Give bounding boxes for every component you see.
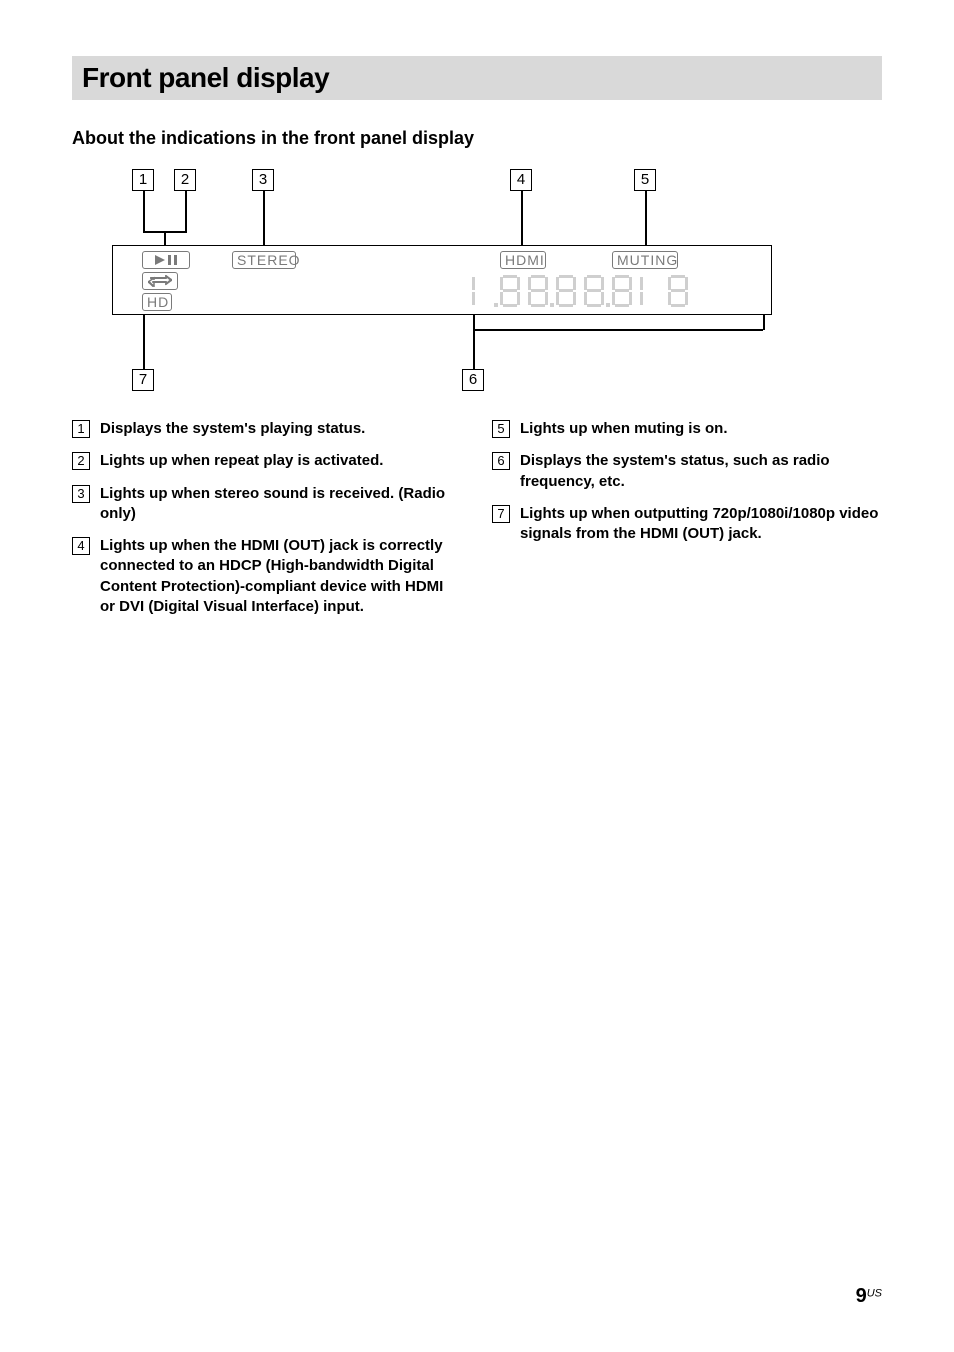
connector-line — [645, 191, 647, 245]
callout-5: 5 — [634, 169, 656, 191]
page-number: 9US — [856, 1285, 882, 1308]
callout-4: 4 — [510, 169, 532, 191]
legend-number: 7 — [492, 505, 510, 523]
pause-icon — [168, 255, 178, 265]
legend-text: Displays the system's status, such as ra… — [520, 451, 882, 492]
play-pause-indicator — [142, 251, 190, 269]
legend-column-right: 5 Lights up when muting is on. 6 Display… — [492, 419, 882, 617]
stereo-indicator: STEREO — [232, 251, 296, 269]
connector-line — [763, 315, 765, 330]
repeat-arrow-icon — [148, 275, 172, 287]
hdmi-indicator: HDMI — [500, 251, 546, 269]
callout-3: 3 — [252, 169, 274, 191]
legend: 1 Displays the system's playing status. … — [72, 419, 882, 617]
section-title-bar: Front panel display — [72, 56, 882, 100]
callout-1: 1 — [132, 169, 154, 191]
callout-6: 6 — [462, 369, 484, 391]
legend-number: 6 — [492, 452, 510, 470]
legend-item: 1 Displays the system's playing status. — [72, 419, 462, 439]
connector-line — [521, 191, 523, 245]
legend-text: Lights up when muting is on. — [520, 419, 727, 439]
connector-line — [164, 231, 166, 245]
legend-text: Lights up when outputting 720p/1080i/108… — [520, 504, 882, 545]
legend-item: 3 Lights up when stereo sound is receive… — [72, 484, 462, 525]
front-panel-diagram: 1 2 3 4 5 HD STEREO HDMI — [112, 169, 882, 399]
legend-number: 1 — [72, 420, 90, 438]
connector-line — [143, 315, 145, 369]
connector-line — [143, 191, 145, 231]
legend-item: 2 Lights up when repeat play is activate… — [72, 451, 462, 471]
legend-number: 3 — [72, 485, 90, 503]
legend-text: Displays the system's playing status. — [100, 419, 365, 439]
legend-item: 6 Displays the system's status, such as … — [492, 451, 882, 492]
connector-line — [263, 191, 265, 245]
connector-line — [473, 329, 763, 331]
legend-item: 5 Lights up when muting is on. — [492, 419, 882, 439]
legend-column-left: 1 Displays the system's playing status. … — [72, 419, 462, 617]
section-title: Front panel display — [82, 62, 872, 94]
legend-number: 4 — [72, 537, 90, 555]
legend-text: Lights up when stereo sound is received.… — [100, 484, 462, 525]
play-icon — [155, 255, 165, 265]
legend-item: 4 Lights up when the HDMI (OUT) jack is … — [72, 536, 462, 617]
muting-indicator: MUTING — [612, 251, 678, 269]
callout-7: 7 — [132, 369, 154, 391]
connector-line — [185, 191, 187, 231]
status-display-segments — [472, 275, 688, 307]
legend-item: 7 Lights up when outputting 720p/1080i/1… — [492, 504, 882, 545]
legend-text: Lights up when repeat play is activated. — [100, 451, 383, 471]
page-number-value: 9 — [856, 1285, 867, 1307]
repeat-indicator — [142, 272, 178, 290]
legend-number: 2 — [72, 452, 90, 470]
callout-2: 2 — [174, 169, 196, 191]
legend-number: 5 — [492, 420, 510, 438]
legend-text: Lights up when the HDMI (OUT) jack is co… — [100, 536, 462, 617]
subheading: About the indications in the front panel… — [72, 128, 882, 149]
connector-line — [473, 315, 475, 369]
hd-indicator: HD — [142, 293, 172, 311]
page-region: US — [867, 1287, 882, 1299]
